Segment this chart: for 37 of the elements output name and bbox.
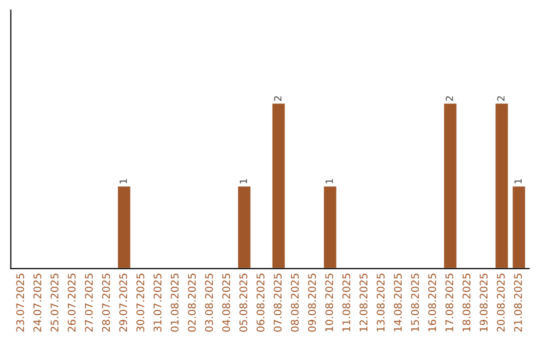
x-tick-label: 03.08.2025: [205, 274, 213, 332]
x-tick-label: 23.07.2025: [16, 274, 24, 332]
data-label: 2: [274, 96, 282, 101]
x-tick-label: 09.08.2025: [308, 274, 316, 332]
x-tick-label: 11.08.2025: [342, 274, 350, 332]
x-tick-label: 17.08.2025: [445, 274, 454, 332]
x-tick-label: 13.08.2025: [376, 274, 385, 332]
x-tick-label: 21.08.2025: [514, 274, 522, 332]
data-label: 2: [446, 96, 453, 101]
data-label: 2: [497, 96, 504, 101]
x-tick-label: 04.08.2025: [222, 274, 230, 332]
data-label: 1: [120, 179, 127, 184]
x-tick-label: 27.07.2025: [84, 274, 93, 332]
x-tick-label: 08.08.2025: [290, 274, 299, 332]
x-tick-label: 18.08.2025: [462, 274, 470, 332]
data-label: 1: [514, 179, 522, 184]
x-tick-label: 01.08.2025: [170, 274, 179, 332]
data-label: 1: [326, 179, 333, 184]
x-tick-label: 06.08.2025: [256, 274, 264, 332]
x-tick-label: 28.07.2025: [102, 274, 110, 332]
x-tick-label: 25.07.2025: [50, 274, 58, 332]
x-tick-label: 12.08.2025: [360, 274, 368, 332]
data-label: 1: [240, 179, 247, 184]
x-tick-label: 31.07.2025: [154, 274, 162, 332]
x-tick-label: 05.08.2025: [239, 274, 248, 332]
x-tick-label: 10.08.2025: [325, 274, 334, 332]
x-tick-label: 20.08.2025: [496, 274, 505, 332]
x-tick-label: 07.08.2025: [274, 274, 282, 332]
x-tick-label: 19.08.2025: [480, 274, 488, 332]
x-tick-label: 14.08.2025: [394, 274, 402, 332]
x-tick-label: 15.08.2025: [411, 274, 419, 332]
x-tick-label: 24.07.2025: [33, 274, 42, 332]
x-tick-label: 16.08.2025: [428, 274, 436, 332]
x-tick-label: 02.08.2025: [188, 274, 196, 332]
x-tick-label: 29.07.2025: [119, 274, 128, 332]
x-tick-label: 30.07.2025: [136, 274, 144, 332]
x-tick-label: 26.07.2025: [68, 274, 76, 332]
